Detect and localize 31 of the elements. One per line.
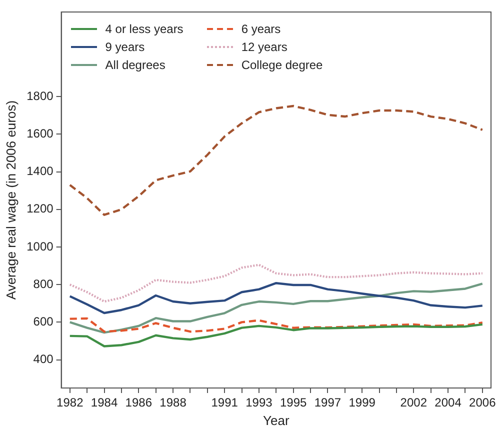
x-tick-label: 2002	[400, 396, 428, 410]
x-tick-label: 1982	[56, 396, 84, 410]
x-tick-label: 1997	[314, 396, 342, 410]
y-tick-label: 400	[33, 352, 54, 366]
line-series	[68, 104, 484, 216]
x-tick-label: 1993	[246, 396, 273, 410]
x-tick-label: 1986	[125, 396, 152, 410]
x-tick-label: 1991	[211, 396, 238, 410]
y-tick-label: 1000	[26, 239, 54, 254]
legend-label: 12 years	[241, 40, 288, 54]
x-tick-label: 1988	[160, 396, 187, 410]
x-axis-title: Year	[263, 412, 290, 428]
y-tick-label: 1600	[26, 126, 54, 141]
legend-label: 4 or less years	[105, 22, 184, 36]
y-axis-title: Average real wage (in 2006 euros)	[3, 100, 18, 300]
line-series	[68, 317, 484, 333]
y-tick-label: 800	[33, 276, 54, 291]
line-series	[68, 264, 484, 303]
legend-label: 6 years	[241, 22, 281, 36]
x-tick-label: 1999	[348, 396, 376, 410]
y-tick-label: 1200	[26, 202, 54, 216]
legend-label: 9 years	[105, 40, 145, 54]
x-tick-label: 1984	[90, 396, 118, 410]
y-tick-label: 1800	[26, 88, 54, 103]
y-tick-label: 1400	[26, 164, 54, 178]
x-tick-label: 1995	[280, 396, 308, 410]
x-tick-label: 2004	[434, 396, 462, 410]
y-tick-label: 600	[33, 314, 54, 329]
legend-label: College degree	[241, 58, 323, 72]
legend-label: All degrees	[105, 58, 166, 72]
x-tick-label: 2006	[469, 396, 496, 410]
